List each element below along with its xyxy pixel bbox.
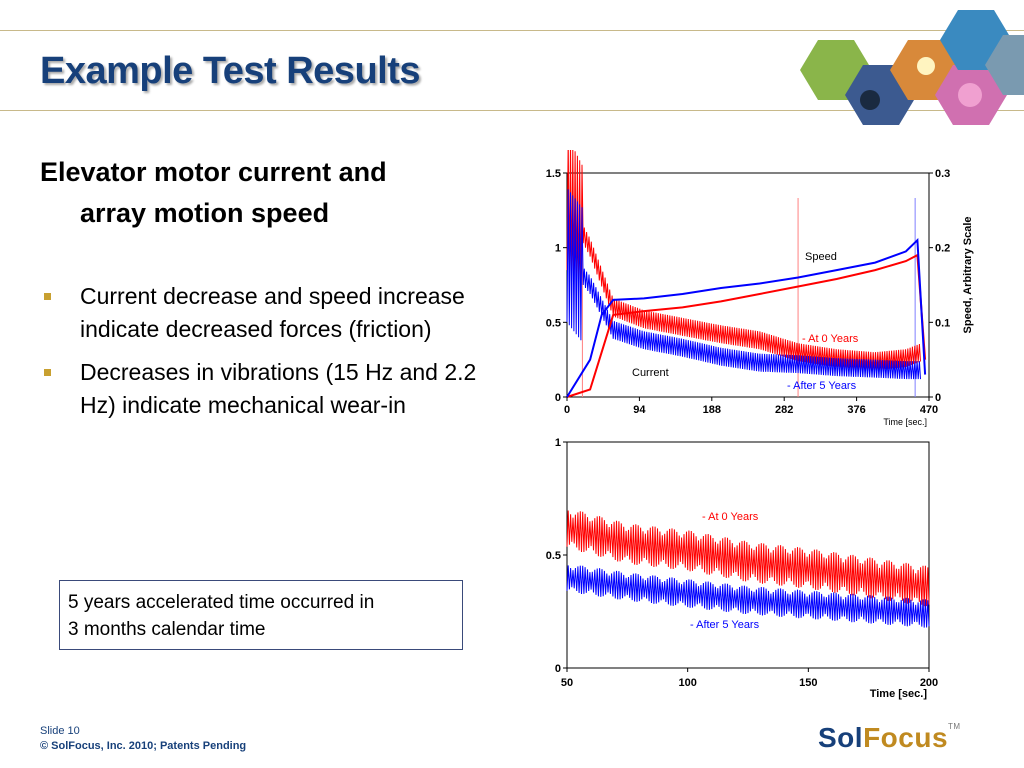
chart1-x-axis-label: Time [sec.] bbox=[883, 417, 927, 427]
bullet-text: Decreases in vibrations (15 Hz and 2.2 H… bbox=[80, 359, 477, 418]
chart2-y-tick-label: 0 bbox=[555, 663, 561, 675]
chart2-y-tick-label: 0.5 bbox=[546, 550, 561, 562]
chart2-annotation-at-0-years: - At 0 Years bbox=[702, 511, 759, 523]
chart2-x-tick-label: 100 bbox=[678, 677, 696, 689]
chart2-annotation-after-5-years: - After 5 Years bbox=[690, 619, 760, 631]
chart1-speed-at-0-years bbox=[566, 253, 927, 398]
note-box: 5 years accelerated time occurred in 3 m… bbox=[59, 580, 463, 650]
chart1-y2-tick-label: 0.1 bbox=[935, 317, 950, 329]
chart1-y-tick-label: 0 bbox=[555, 392, 561, 404]
chart1-y-tick-label: 0.5 bbox=[546, 317, 561, 329]
chart1-x-tick-label: 282 bbox=[775, 404, 793, 416]
chart1-speed-after-5-years bbox=[566, 237, 927, 398]
footer: Slide 10 © SolFocus, Inc. 2010; Patents … bbox=[40, 724, 246, 754]
chart1-y-tick-label: 1.5 bbox=[546, 168, 561, 180]
copyright-text: © SolFocus, Inc. 2010; Patents Pending bbox=[40, 740, 247, 752]
chart1-y2-axis-label: Speed, Arbitrary Scale bbox=[962, 217, 974, 334]
title-rule bbox=[0, 110, 1024, 111]
chart2-frame bbox=[566, 441, 930, 669]
chart1-x-tick-label: 470 bbox=[920, 404, 938, 416]
bullet-item: Current decrease and speed increase indi… bbox=[40, 280, 510, 346]
chart2-x-tick-label: 150 bbox=[799, 677, 817, 689]
logo-tm: TM bbox=[948, 722, 961, 731]
note-line-1: 5 years accelerated time occurred in bbox=[68, 592, 375, 613]
heading-line-1: Elevator motor current and bbox=[40, 157, 387, 187]
slide-title: Example Test Results bbox=[40, 50, 421, 92]
chart2-x-axis-label: Time [sec.] bbox=[870, 688, 928, 700]
chart1-annotation-speed: Speed bbox=[805, 251, 837, 263]
chart1-annotation-after-5-years: - After 5 Years bbox=[787, 380, 857, 392]
chart1-y2-tick-label: 0 bbox=[935, 392, 941, 404]
bullet-square-icon bbox=[44, 369, 51, 376]
chart1-annotation-at-0-years: - At 0 Years bbox=[802, 333, 859, 345]
hexagon-photo-banner bbox=[800, 10, 1024, 125]
logo-sol: Sol bbox=[818, 722, 864, 753]
bullet-text: Current decrease and speed increase indi… bbox=[80, 283, 465, 342]
heading-line-2: array motion speed bbox=[80, 198, 330, 228]
chart2-series-at-0-years bbox=[566, 510, 930, 607]
bullet-list: Current decrease and speed increase indi… bbox=[40, 280, 510, 432]
chart2-x-tick-label: 200 bbox=[920, 677, 938, 689]
section-heading: Elevator motor current and array motion … bbox=[40, 152, 500, 234]
bullet-square-icon bbox=[44, 293, 51, 300]
logo-focus: Focus bbox=[863, 722, 949, 753]
chart1-x-tick-label: 94 bbox=[633, 404, 646, 416]
bullet-item: Decreases in vibrations (15 Hz and 2.2 H… bbox=[40, 356, 510, 422]
chart2-series-after-5-years bbox=[566, 565, 930, 628]
chart2-y-tick-label: 1 bbox=[555, 437, 561, 449]
photo-hexagon-panel bbox=[985, 35, 1024, 95]
chart1-y-tick-label: 1 bbox=[555, 243, 561, 255]
solfocus-logo: SolFocusTM bbox=[818, 722, 961, 754]
chart1-current-at-0-years bbox=[566, 150, 921, 371]
chart1-current-after-5-years bbox=[566, 189, 921, 380]
chart1-y2-tick-label: 0.2 bbox=[935, 243, 950, 255]
chart2-x-tick-label: 50 bbox=[561, 677, 573, 689]
chart1-y2-tick-label: 0.3 bbox=[935, 168, 950, 180]
chart1-x-tick-label: 188 bbox=[703, 404, 721, 416]
top-rule bbox=[0, 30, 1024, 31]
note-line-2: 3 months calendar time bbox=[68, 619, 266, 640]
chart1-annotation-current: Current bbox=[632, 367, 669, 379]
chart1-x-tick-label: 0 bbox=[564, 404, 570, 416]
chart1-x-tick-label: 376 bbox=[847, 404, 865, 416]
slide-number: Slide 10 bbox=[40, 725, 80, 737]
